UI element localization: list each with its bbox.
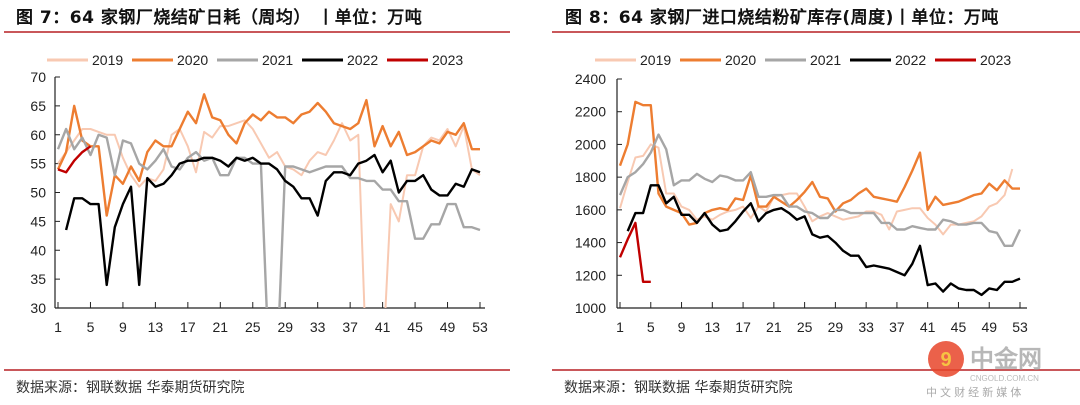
series-line-2023 — [618, 221, 651, 283]
y-tick-label: 1000 — [575, 300, 606, 316]
watermark-logo: 9 中金网 CNGOLD.COM.CN 中 文 财 经 新 媒 体 — [918, 339, 1078, 401]
chart-2-source: 数据来源：钢联数据 华泰期货研究院 — [564, 380, 793, 396]
x-tick-label: 17 — [180, 319, 196, 335]
x-tick-label: 45 — [951, 319, 967, 335]
legend-label-2023: 2023 — [980, 52, 1011, 68]
x-tick-label: 5 — [87, 319, 95, 335]
legend-label-2019: 2019 — [640, 52, 671, 68]
chart-2-title: 图 8：64 家钢厂进口烧结粉矿库存(周度)丨单位：万吨 — [565, 8, 999, 28]
y-tick-label: 2200 — [575, 104, 606, 120]
x-tick-label: 53 — [472, 319, 488, 335]
x-tick-label: 5 — [647, 319, 655, 335]
series-line-2020 — [618, 100, 1020, 226]
y-tick-label: 65 — [30, 98, 46, 114]
y-tick-label: 1800 — [575, 169, 606, 185]
y-tick-label: 50 — [30, 185, 46, 201]
x-tick-label: 37 — [342, 319, 358, 335]
x-tick-label: 1 — [616, 319, 624, 335]
y-tick-label: 1600 — [575, 202, 606, 218]
watermark-domain: CNGOLD.COM.CN — [970, 374, 1039, 383]
chart-1-title: 图 7：64 家钢厂烧结矿日耗（周均） 丨单位：万吨 — [16, 8, 423, 28]
legend-label-2022: 2022 — [895, 52, 926, 68]
legend-label-2022: 2022 — [347, 52, 378, 68]
y-tick-label: 35 — [30, 271, 46, 287]
x-tick-label: 41 — [375, 319, 391, 335]
chart-sinter-consumption: 30 35 40 45 50 55 60 65 70 1 5 9 13 17 21 25 29 33 37 41 45 4… — [30, 52, 488, 335]
x-tick-label: 25 — [245, 319, 261, 335]
x-tick-label: 9 — [119, 319, 127, 335]
legend-label-2021: 2021 — [810, 52, 841, 68]
watermark-logo-text: 中金网 — [970, 345, 1042, 373]
series-line-2021 — [56, 127, 481, 308]
series-line-2020 — [56, 93, 480, 217]
x-tick-label: 49 — [981, 319, 997, 335]
series-line-2021 — [618, 133, 1022, 248]
x-tick-label: 49 — [440, 319, 456, 335]
watermark-tagline: 中 文 财 经 新 媒 体 — [926, 385, 1021, 399]
legend-label-2021: 2021 — [262, 52, 293, 68]
watermark-coin-icon — [928, 341, 964, 377]
x-tick-label: 37 — [889, 319, 905, 335]
y-tick-label: 45 — [30, 213, 46, 229]
x-tick-label: 53 — [1012, 319, 1028, 335]
y-tick-label: 55 — [30, 156, 46, 172]
x-tick-label: 21 — [213, 319, 229, 335]
x-tick-label: 21 — [766, 319, 782, 335]
x-tick-label: 29 — [828, 319, 844, 335]
y-tick-label: 2400 — [575, 71, 606, 87]
y-tick-label: 70 — [30, 69, 46, 85]
chart-1-footer-rule — [4, 369, 510, 371]
x-tick-label: 41 — [920, 319, 936, 335]
legend-label-2020: 2020 — [725, 52, 756, 68]
x-tick-label: 25 — [797, 319, 813, 335]
x-tick-label: 9 — [678, 319, 686, 335]
y-tick-label: 2000 — [575, 136, 606, 152]
y-tick-label: 60 — [30, 127, 46, 143]
y-tick-label: 30 — [30, 300, 46, 316]
chart-1-source: 数据来源：钢联数据 华泰期货研究院 — [16, 380, 245, 396]
y-tick-label: 1200 — [575, 267, 606, 283]
series-line-2023 — [57, 145, 92, 174]
x-tick-label: 29 — [277, 319, 293, 335]
x-tick-label: 45 — [407, 319, 423, 335]
series-line-2022 — [64, 153, 481, 287]
series-line-2019 — [619, 143, 1014, 236]
legend-label-2020: 2020 — [177, 52, 208, 68]
chart-2-title-rule — [552, 31, 1080, 33]
y-tick-label: 1400 — [575, 235, 606, 251]
legend-label-2019: 2019 — [92, 52, 123, 68]
y-tick-label: 40 — [30, 242, 46, 258]
legend-label-2023: 2023 — [432, 52, 463, 68]
x-tick-label: 33 — [858, 319, 874, 335]
watermark-coin-glyph: 9 — [940, 349, 951, 371]
series-line-2019 — [57, 119, 481, 308]
x-tick-label: 1 — [54, 319, 62, 335]
chart-1-title-rule — [4, 31, 510, 33]
x-tick-label: 13 — [705, 319, 721, 335]
chart-2-footer-rule — [552, 369, 1080, 371]
series-line-2022 — [626, 184, 1021, 297]
x-tick-label: 33 — [310, 319, 326, 335]
x-tick-label: 13 — [148, 319, 164, 335]
chart-sinter-fines-inventory: 1000 1200 1400 1600 1800 2000 2200 2400 1 5 9 13 17 2… — [575, 52, 1028, 335]
x-tick-label: 17 — [735, 319, 751, 335]
